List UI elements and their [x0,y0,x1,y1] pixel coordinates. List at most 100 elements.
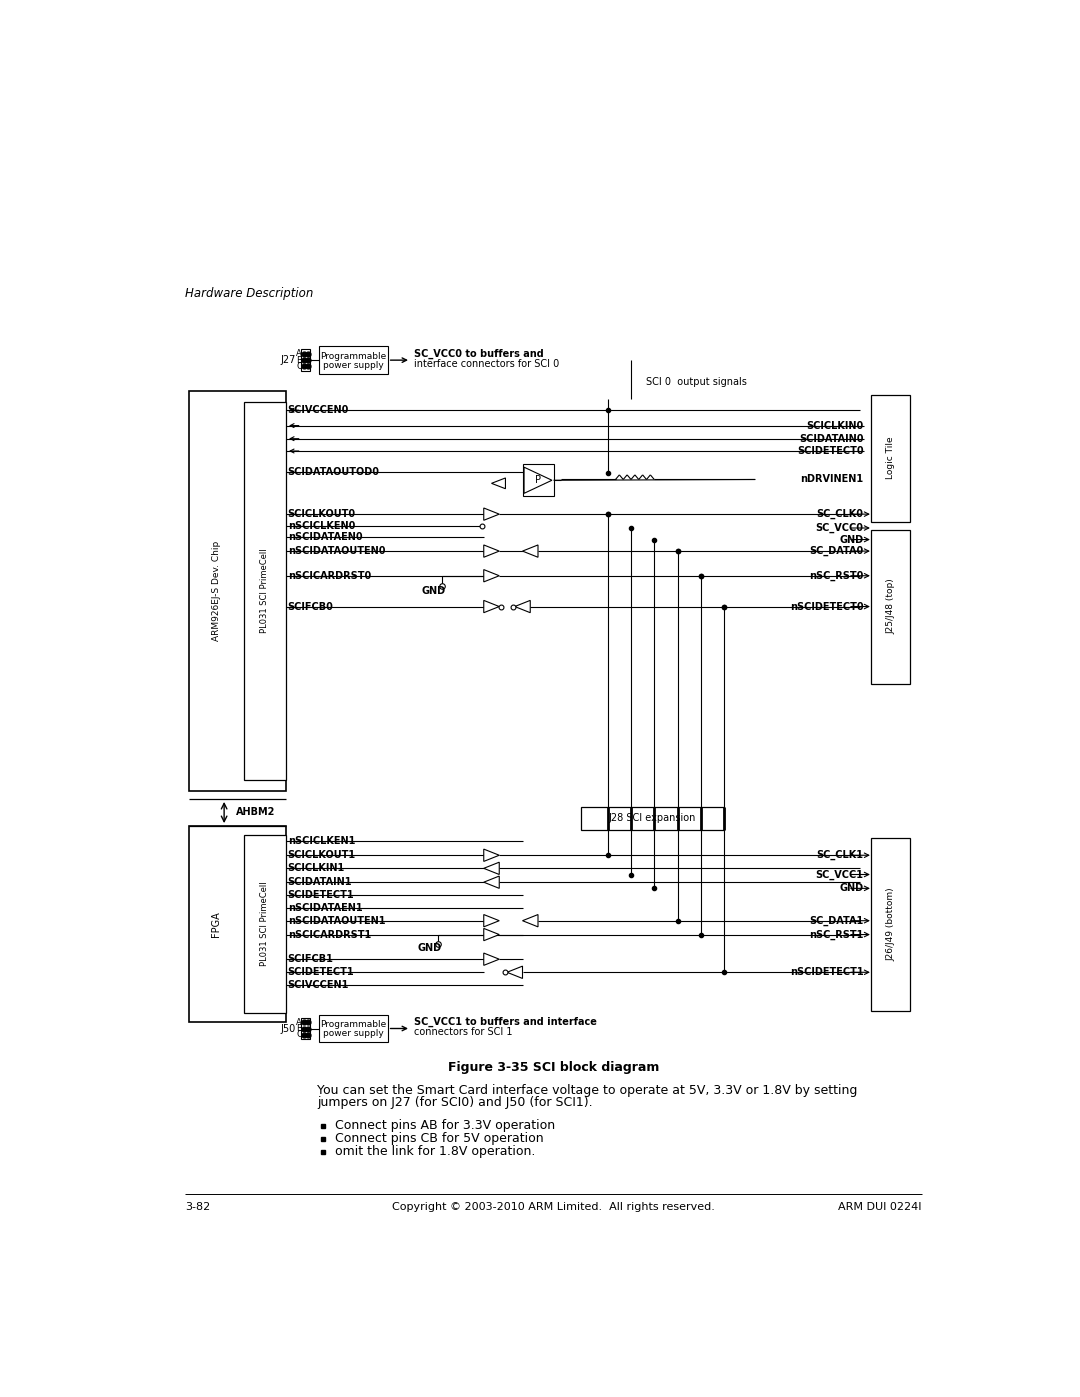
Polygon shape [484,862,499,875]
Text: nSCIDATAEN1: nSCIDATAEN1 [287,904,362,914]
Text: Programmable: Programmable [321,352,387,360]
Text: SCIDETECT1: SCIDETECT1 [287,967,354,978]
Text: SCICLKOUT0: SCICLKOUT0 [287,509,355,520]
Polygon shape [484,876,499,888]
Text: SCIVCCEN0: SCIVCCEN0 [287,405,349,415]
Text: SC_VCC1: SC_VCC1 [815,869,864,880]
Text: nSCICARDRST1: nSCICARDRST1 [287,929,370,940]
Text: C: C [296,362,302,370]
Text: A: A [296,1018,302,1027]
Text: nSCIDATAOUTEN1: nSCIDATAOUTEN1 [287,915,386,926]
Text: SCIDETECT1: SCIDETECT1 [287,890,354,900]
Text: FPGA: FPGA [212,911,221,936]
Text: nSCICLKEN1: nSCICLKEN1 [287,837,355,847]
Text: nSCIDETECT1: nSCIDETECT1 [789,967,864,978]
Polygon shape [523,915,538,926]
Bar [301,1018,310,1039]
Text: connectors for SCI 1: connectors for SCI 1 [414,1027,513,1038]
Text: GND: GND [418,943,442,953]
Polygon shape [484,545,499,557]
Text: P: P [535,475,541,485]
Text: PL031 SCI PrimeCell: PL031 SCI PrimeCell [260,549,269,633]
Text: Hardware Description: Hardware Description [186,286,314,299]
Polygon shape [484,601,499,613]
Text: nSCICARDRST0: nSCICARDRST0 [287,571,370,581]
Polygon shape [484,929,499,940]
Text: SCIVCCEN1: SCIVCCEN1 [287,981,349,990]
Text: SCIFCB1: SCIFCB1 [287,954,334,964]
Text: interface connectors for SCI 0: interface connectors for SCI 0 [414,359,559,369]
Text: SCIDATAIN0: SCIDATAIN0 [799,433,864,444]
Text: ARM DUI 0224I: ARM DUI 0224I [838,1203,921,1213]
Text: SC_VCC1 to buffers and interface: SC_VCC1 to buffers and interface [414,1017,597,1027]
Polygon shape [523,545,538,557]
Text: SCIDETECT0: SCIDETECT0 [797,446,864,455]
Polygon shape [507,967,523,978]
Text: power supply: power supply [323,360,383,370]
Polygon shape [484,915,499,926]
Text: J27: J27 [280,355,296,365]
Bar [301,349,310,372]
Text: C: C [296,1030,302,1039]
Text: ARM926EJ-S Dev. Chip: ARM926EJ-S Dev. Chip [212,541,221,641]
Text: J50: J50 [280,1024,296,1034]
Text: Copyright © 2003-2010 ARM Limited.  All rights reserved.: Copyright © 2003-2010 ARM Limited. All r… [392,1203,715,1213]
Text: SCI 0  output signals: SCI 0 output signals [647,377,747,387]
Polygon shape [515,601,530,613]
Text: omit the link for 1.8V operation.: omit the link for 1.8V operation. [335,1146,536,1158]
Text: SCIDATAIN1: SCIDATAIN1 [287,877,352,887]
Text: nDRVINEN1: nDRVINEN1 [800,475,864,485]
Text: nSCICLKEN0: nSCICLKEN0 [287,521,355,531]
Text: AHBM2: AHBM2 [235,807,275,817]
Text: GND: GND [839,883,864,893]
Bar [243,835,286,1013]
Bar [243,402,286,780]
Text: nSCIDATAEN0: nSCIDATAEN0 [287,532,362,542]
Text: nSCIDETECT0: nSCIDETECT0 [789,602,864,612]
Text: B: B [296,1024,302,1032]
Text: power supply: power supply [323,1030,383,1038]
Bar [872,529,910,683]
Polygon shape [484,570,499,583]
Text: SCIFCB0: SCIFCB0 [287,602,334,612]
Bar [581,806,724,830]
Text: SCICLKIN1: SCICLKIN1 [287,863,345,873]
Polygon shape [484,509,499,520]
Text: You can set the Smart Card interface voltage to operate at 5V, 3.3V or 1.8V by s: You can set the Smart Card interface vol… [318,1084,858,1097]
Bar [189,826,286,1023]
Text: A: A [296,349,302,359]
Text: SC_VCC0 to buffers and: SC_VCC0 to buffers and [414,349,543,359]
Text: SC_CLK1: SC_CLK1 [816,851,864,861]
Polygon shape [491,478,505,489]
Text: Connect pins AB for 3.3V operation: Connect pins AB for 3.3V operation [335,1119,555,1132]
Bar [320,346,388,374]
Text: Programmable: Programmable [321,1020,387,1030]
Text: 3-82: 3-82 [186,1203,211,1213]
Polygon shape [484,953,499,965]
Text: SC_CLK0: SC_CLK0 [816,509,864,520]
Text: PL031 SCI PrimeCell: PL031 SCI PrimeCell [260,882,269,967]
Text: J25/J48 (top): J25/J48 (top) [886,578,895,634]
Text: SCIDATAOUTOD0: SCIDATAOUTOD0 [287,467,380,476]
Text: nSC_RST1: nSC_RST1 [809,929,864,940]
Text: B: B [296,356,302,365]
Text: J26/J49 (bottom): J26/J49 (bottom) [886,887,895,961]
Polygon shape [484,849,499,862]
Text: jumpers on J27 (for SCI0) and J50 (for SCI1).: jumpers on J27 (for SCI0) and J50 (for S… [318,1095,593,1109]
Bar [872,838,910,1011]
Text: J28 SCI expansion: J28 SCI expansion [608,813,696,823]
Text: nSC_RST0: nSC_RST0 [809,570,864,581]
Text: SC_DATA1: SC_DATA1 [809,915,864,926]
Text: GND: GND [422,587,446,597]
Text: Logic Tile: Logic Tile [886,437,895,479]
Text: GND: GND [839,535,864,545]
Text: SC_DATA0: SC_DATA0 [809,546,864,556]
Text: Figure 3-35 SCI block diagram: Figure 3-35 SCI block diagram [448,1060,659,1073]
Bar [523,464,554,496]
Bar [320,1014,388,1042]
Text: nSCIDATAOUTEN0: nSCIDATAOUTEN0 [287,546,386,556]
Bar [189,391,286,791]
Text: SCICLKIN0: SCICLKIN0 [807,420,864,430]
Text: Connect pins CB for 5V operation: Connect pins CB for 5V operation [335,1132,543,1146]
Text: SCICLKOUT1: SCICLKOUT1 [287,851,355,861]
